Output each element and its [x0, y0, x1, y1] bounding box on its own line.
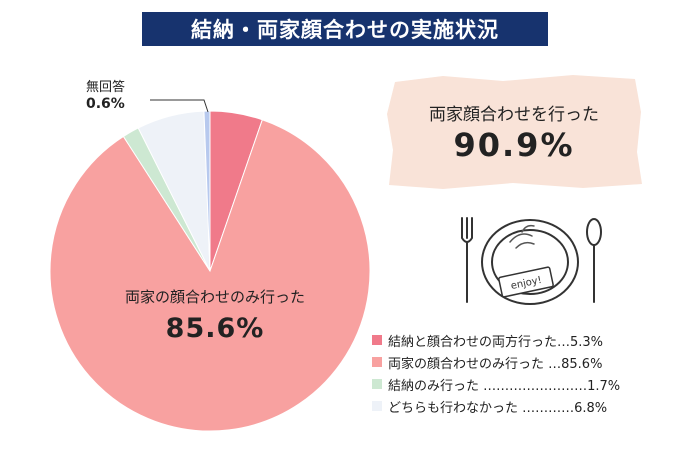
- dining-illustration: enjoy!: [461, 217, 602, 305]
- legend-swatch: [372, 379, 382, 389]
- chart-title: 結納・両家顔合わせの実施状況: [142, 12, 548, 46]
- no-answer-leader-line: [150, 99, 209, 113]
- legend-label: どちらも行わなかった …………6.8%: [388, 400, 608, 416]
- legend-item: 結納のみ行った ……………………1.7%: [372, 373, 620, 395]
- legend-label: 両家の顔合わせのみ行った …85.6%: [388, 356, 603, 372]
- callout-box: 両家顔合わせを行った 90.9%: [383, 72, 645, 192]
- callout-background: [387, 75, 642, 189]
- legend-swatch: [372, 335, 382, 345]
- no-answer-pct: 0.6%: [86, 95, 125, 112]
- main-slice-pct: 85.6%: [165, 313, 265, 344]
- callout-value: 90.9%: [453, 126, 575, 164]
- legend-item: 結納と顔合わせの両方行った…5.3%: [372, 329, 620, 351]
- legend-label: 結納のみ行った ……………………1.7%: [388, 378, 621, 394]
- no-answer-label: 無回答 0.6%: [86, 80, 125, 112]
- no-answer-name: 無回答: [86, 80, 126, 95]
- pie-chart: [49, 99, 371, 432]
- legend-label: 結納と顔合わせの両方行った…5.3%: [388, 334, 604, 350]
- legend-item: 両家の顔合わせのみ行った …85.6%: [372, 351, 620, 373]
- pie-slice-1: [49, 119, 371, 432]
- legend-swatch: [372, 357, 382, 367]
- main-slice-label: 両家の顔合わせのみ行った 85.6%: [70, 286, 360, 344]
- callout-text: 両家顔合わせを行った: [429, 105, 599, 125]
- main-slice-name: 両家の顔合わせのみ行った: [124, 288, 305, 306]
- pie-slice-4: [203, 110, 211, 272]
- legend-swatch: [372, 401, 382, 411]
- legend-item: どちらも行わなかった …………6.8%: [372, 395, 620, 417]
- legend: 結納と顔合わせの両方行った…5.3% 両家の顔合わせのみ行った …85.6% 結納の…: [372, 329, 620, 417]
